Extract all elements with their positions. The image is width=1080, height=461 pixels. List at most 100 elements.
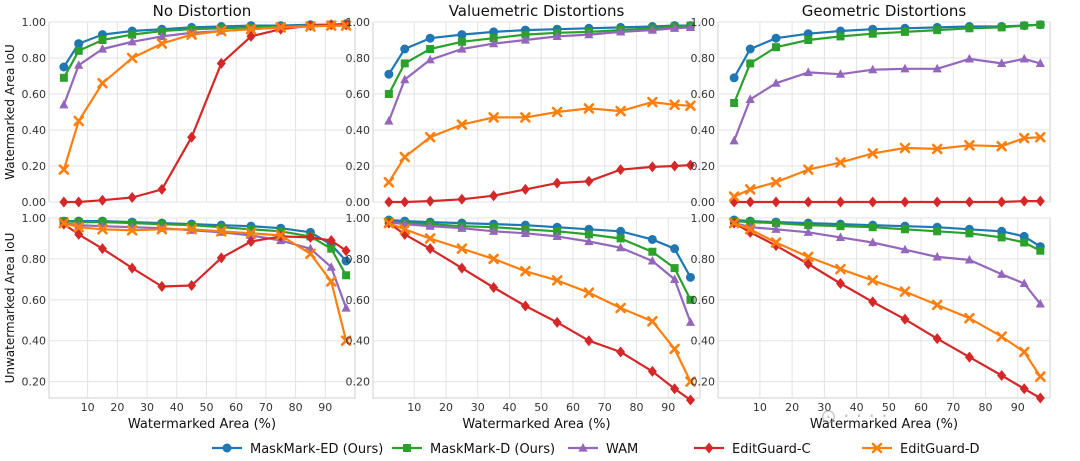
series-editguard-d-point-b xyxy=(126,52,138,64)
series-editguard-d-point xyxy=(126,224,138,236)
series-maskmark-ed-ours-point xyxy=(457,30,467,40)
x-tick-label: 60 xyxy=(914,401,928,414)
series-editguard-c-point xyxy=(400,196,410,208)
series-editguard-d-point-b xyxy=(899,286,911,297)
series-editguard-d-point xyxy=(770,176,782,188)
y-tick-label: 0.40 xyxy=(346,124,371,137)
series-editguard-c-point xyxy=(647,161,657,173)
series-editguard-d-point xyxy=(97,223,108,235)
series-maskmark-d-ours-point xyxy=(933,227,942,236)
series-wam-point xyxy=(964,254,975,264)
series-maskmark-d-ours-point xyxy=(1020,238,1029,247)
series-maskmark-ed-ours-point xyxy=(341,256,351,266)
series-wam-line xyxy=(733,57,1041,142)
series-editguard-d-point xyxy=(867,275,879,286)
series-editguard-d-point-b xyxy=(383,176,395,188)
y-tick-label: 0.20 xyxy=(346,160,371,173)
series-editguard-d-point xyxy=(73,115,85,127)
series-maskmark-ed-ours-point xyxy=(384,69,394,79)
series-editguard-c-point xyxy=(932,196,942,208)
series-maskmark-d-ours-point xyxy=(900,27,909,36)
series-editguard-d-point xyxy=(126,52,138,64)
series-editguard-d-point xyxy=(456,243,468,254)
series-editguard-c-point xyxy=(932,333,942,345)
series-editguard-d xyxy=(728,131,1046,202)
series-maskmark-d-ours-point xyxy=(730,99,739,107)
panel-r1-c1: 0.20 0.40 0.60 0.80 1.00 10 20 30 40 50 60 70 80 90 Wa… xyxy=(346,212,701,432)
y-axis-label: Unwatermarked Area IoU xyxy=(3,233,17,384)
series-wam-point xyxy=(552,31,562,40)
series-maskmark-d-ours-point xyxy=(157,27,166,35)
series-editguard-c xyxy=(729,195,1045,208)
series-wam-point xyxy=(964,53,975,63)
y-tick-label: 0.20 xyxy=(346,376,371,389)
series-editguard-d-point xyxy=(383,176,395,188)
series-editguard-d-point xyxy=(325,276,337,287)
series-editguard-d-point-b xyxy=(1035,371,1046,382)
series-wam-point xyxy=(489,226,499,235)
series-editguard-c-point xyxy=(552,177,562,189)
series-editguard-d-point-b xyxy=(835,263,846,275)
y-tick-label: 0.40 xyxy=(22,335,47,348)
series-editguard-c-point xyxy=(457,262,467,274)
series-editguard-d-point-b xyxy=(867,148,879,159)
series-wam-point xyxy=(74,60,84,69)
x-tick-label: 30 xyxy=(817,401,831,414)
series-editguard-d-point-b xyxy=(488,253,499,265)
legend-label: MaskMark-D (Ours) xyxy=(430,442,555,457)
series-editguard-d-point-b xyxy=(156,223,168,235)
series-maskmark-d-ours-point xyxy=(965,24,974,33)
series-editguard-d-point-b xyxy=(216,225,227,237)
series-editguard-c-point xyxy=(216,252,226,264)
series-editguard-c-point xyxy=(1035,392,1045,404)
series-wam-point xyxy=(997,58,1007,67)
series-wam-point xyxy=(670,23,680,32)
series-maskmark-d-ours-point xyxy=(187,221,196,230)
series-maskmark-d-ours-point xyxy=(670,264,679,273)
series-editguard-d-point xyxy=(835,157,846,168)
series-maskmark-d-ours-point xyxy=(686,295,695,304)
series-wam-point xyxy=(127,36,137,46)
series-editguard-d-point-b xyxy=(615,302,626,314)
series-editguard-c-point xyxy=(584,335,594,347)
series-editguard-d-point-b xyxy=(583,103,595,114)
y-tick-label: 0.00 xyxy=(691,196,716,209)
series-editguard-d-point xyxy=(156,38,168,49)
series-editguard-d-point xyxy=(835,263,846,275)
series-editguard-d-point xyxy=(216,25,227,37)
series-editguard-c-point xyxy=(745,196,755,208)
series-editguard-d-point-b xyxy=(647,96,658,108)
y-tick-label: 1.00 xyxy=(691,16,716,29)
series-wam-point xyxy=(326,262,336,271)
x-tick-label: 20 xyxy=(785,401,799,414)
y-tick-label: 1.00 xyxy=(346,212,371,225)
series-editguard-d-point-b xyxy=(186,223,197,235)
series-editguard-d-point-b xyxy=(97,77,108,89)
series-editguard-d-point-b xyxy=(964,312,975,324)
series-editguard-d-point-b xyxy=(399,151,411,163)
series-editguard-c-point xyxy=(489,282,499,294)
series-editguard-d-point-b xyxy=(647,315,658,327)
y-tick-label: 0.20 xyxy=(22,160,47,173)
series-editguard-c-point xyxy=(341,245,351,257)
series-wam-line xyxy=(733,222,1042,305)
series-editguard-c-point xyxy=(964,196,974,208)
y-tick-label: 0.40 xyxy=(22,124,47,137)
series-maskmark-d-ours-point xyxy=(1020,21,1029,30)
series-editguard-d-point xyxy=(583,287,595,298)
series-wam-point xyxy=(868,64,878,74)
panel-r1-c2: 0.20 0.40 0.60 0.80 1.00 10 20 30 40 50 60 70 80 90 Wa… xyxy=(691,212,1051,432)
series-wam-point xyxy=(745,94,755,103)
series-editguard-d-point-b xyxy=(931,143,943,155)
series-editguard-d-point xyxy=(340,335,352,347)
series-maskmark-d-ours-point xyxy=(553,227,562,236)
series-editguard-d xyxy=(383,96,696,188)
series-editguard-c-point xyxy=(803,196,813,208)
series-editguard-c-point xyxy=(616,164,626,176)
x-tick-label: 40 xyxy=(850,401,864,414)
series-editguard-d-point xyxy=(520,112,531,123)
series-wam-point xyxy=(584,236,594,246)
series-maskmark-ed-ours-point xyxy=(616,226,626,236)
series-editguard-d-point xyxy=(488,253,499,265)
y-tick-label: 0.00 xyxy=(346,196,371,209)
